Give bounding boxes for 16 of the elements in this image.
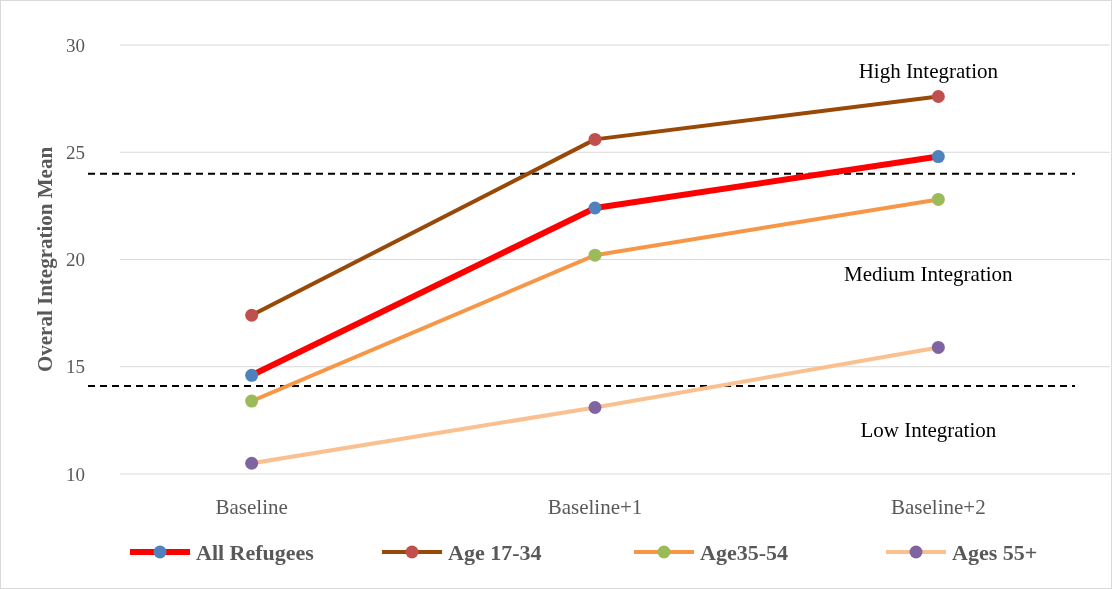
y-tick-label: 15 xyxy=(66,356,85,378)
y-axis-title: Overal Integration Mean xyxy=(33,146,57,373)
x-tick-label: Baseline+2 xyxy=(891,495,986,519)
y-tick-label: 20 xyxy=(66,249,85,271)
legend-label: Age 17-34 xyxy=(448,539,542,565)
legend-label: Ages 55+ xyxy=(952,539,1038,565)
annotation: Low Integration xyxy=(860,418,997,443)
annotation: Medium Integration xyxy=(844,261,1014,286)
y-tick-label: 25 xyxy=(66,141,85,163)
y-tick-label: 10 xyxy=(66,463,85,485)
annotation: High Integration xyxy=(858,59,999,84)
x-tick-label: Baseline+1 xyxy=(547,495,643,519)
legend-label: Age35-54 xyxy=(700,539,788,565)
legend-label: All Refugees xyxy=(196,539,315,565)
x-tick-label: Baseline xyxy=(215,495,288,519)
y-tick-label: 30 xyxy=(66,34,85,56)
